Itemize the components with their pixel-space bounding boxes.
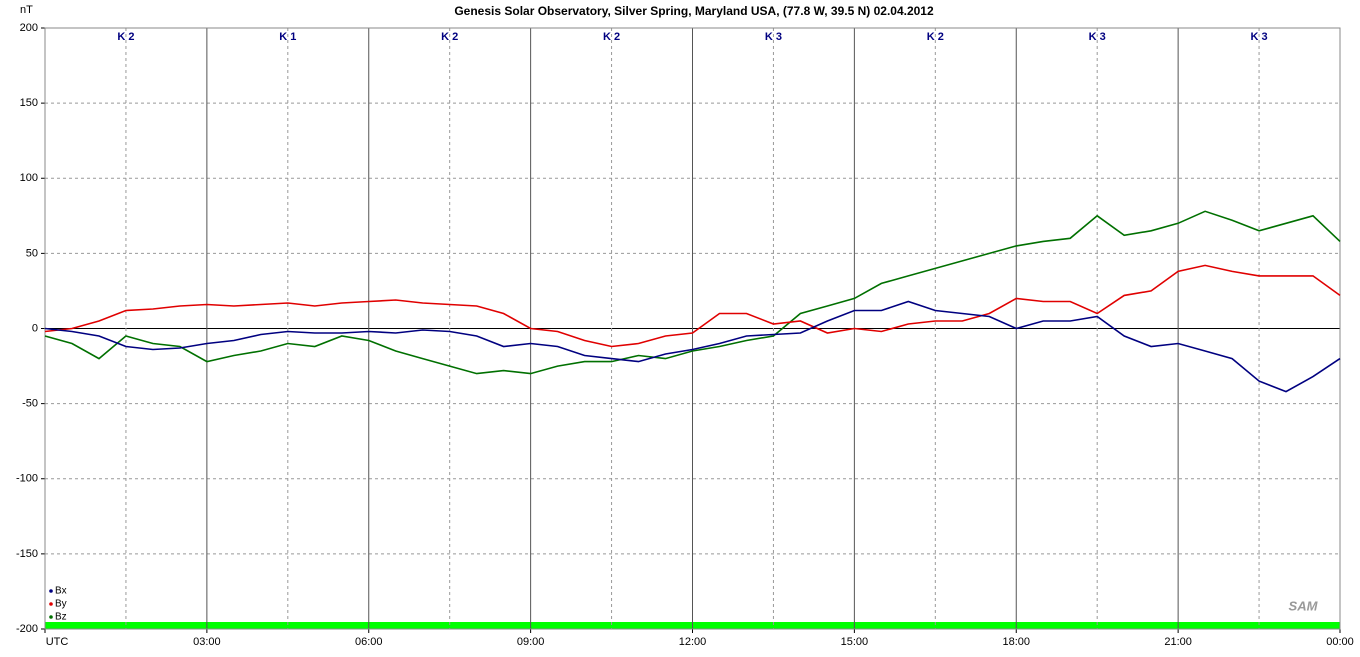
legend-marker [49,602,53,606]
y-tick-label: 0 [32,322,38,334]
x-tick-label: 06:00 [355,636,383,648]
legend-label: By [55,599,67,610]
k-index: K 1 [279,31,296,43]
y-tick-label: -50 [22,398,38,410]
y-tick-label: 50 [26,247,38,259]
y-axis-label: nT [20,4,33,16]
x-tick-label: 12:00 [679,636,707,648]
k-index: K 2 [603,31,620,43]
logo: SAM [1289,598,1319,613]
k-index: K 3 [765,31,782,43]
x-tick-label: UTC [46,636,69,648]
legend-marker [49,615,53,619]
y-tick-label: -200 [16,623,38,635]
legend-marker [49,589,53,593]
series-line [44,210,1341,375]
y-tick-label: 100 [20,172,38,184]
legend-label: Bz [55,612,67,623]
y-tick-label: 200 [20,22,38,34]
series-line [44,264,1341,348]
k-index: K 2 [117,31,134,43]
x-tick-label: 21:00 [1164,636,1192,648]
k-index: K 2 [441,31,458,43]
y-tick-label: -150 [16,548,38,560]
x-tick-label: 18:00 [1002,636,1030,648]
chart-title: Genesis Solar Observatory, Silver Spring… [454,4,934,18]
x-tick-label: 15:00 [841,636,869,648]
x-tick-label: 09:00 [517,636,545,648]
k-index: K 3 [1089,31,1106,43]
y-tick-label: 150 [20,97,38,109]
k-index: K 2 [927,31,944,43]
series-line [44,300,1341,393]
k-index: K 3 [1251,31,1268,43]
x-tick-label: 00:00 [1326,636,1354,648]
y-tick-label: -100 [16,473,38,485]
x-tick-label: 03:00 [193,636,221,648]
legend-label: Bx [55,586,67,597]
